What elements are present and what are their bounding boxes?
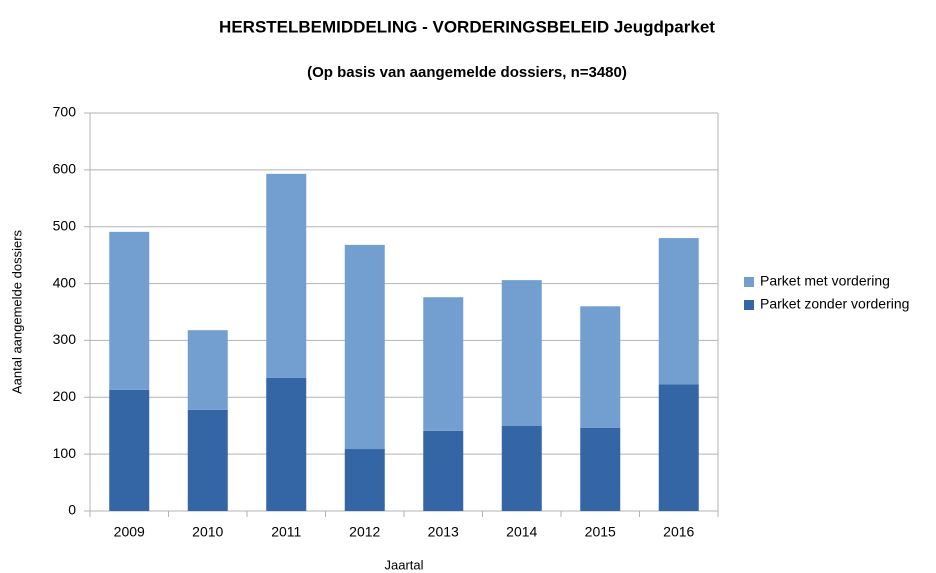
bar-segment (501, 425, 542, 511)
bar-segment (266, 173, 307, 378)
y-axis-label: Aantal aangemelde dossiers (9, 229, 24, 394)
bar-segment (423, 297, 464, 431)
bar-segment (423, 430, 464, 511)
x-tick-label: 2015 (585, 524, 616, 540)
x-tick-label: 2012 (349, 524, 380, 540)
x-tick-label: 2013 (428, 524, 459, 540)
y-tick-label: 200 (53, 388, 77, 404)
y-tick-label: 300 (53, 331, 77, 347)
y-tick-label: 400 (53, 274, 77, 290)
bar-segment (266, 377, 307, 511)
chart-title: HERSTELBEMIDDELING - VORDERINGSBELEID Je… (219, 17, 715, 36)
legend-label: Parket met vordering (760, 273, 890, 289)
legend-swatch (744, 277, 754, 287)
x-tick-label: 2011 (271, 524, 301, 540)
x-axis-label: Jaartal (384, 557, 423, 572)
bar-segment (658, 238, 699, 385)
y-tick-label: 0 (68, 502, 76, 518)
x-tick-label: 2009 (114, 524, 145, 540)
x-tick-label: 2010 (192, 524, 223, 540)
bar-segment (501, 280, 542, 426)
y-tick-label: 500 (53, 217, 77, 233)
bar-segment (187, 409, 228, 511)
bar-segment (344, 244, 385, 450)
bar-segment (109, 231, 150, 390)
x-tick-label: 2014 (506, 524, 537, 540)
bar-segment (658, 384, 699, 511)
y-tick-label: 600 (53, 161, 77, 177)
chart-subtitle: (Op basis van aangemelde dossiers, n=348… (307, 64, 627, 81)
y-tick-label: 100 (53, 445, 77, 461)
bar-segment (187, 330, 228, 410)
bar-segment (580, 427, 621, 511)
bar-segment (344, 449, 385, 511)
legend-label: Parket zonder vordering (760, 296, 909, 312)
x-tick-label: 2016 (663, 524, 694, 540)
y-tick-label: 700 (53, 104, 77, 120)
bar-segment (580, 306, 621, 428)
bar-segment (109, 389, 150, 511)
legend-swatch (744, 300, 754, 310)
